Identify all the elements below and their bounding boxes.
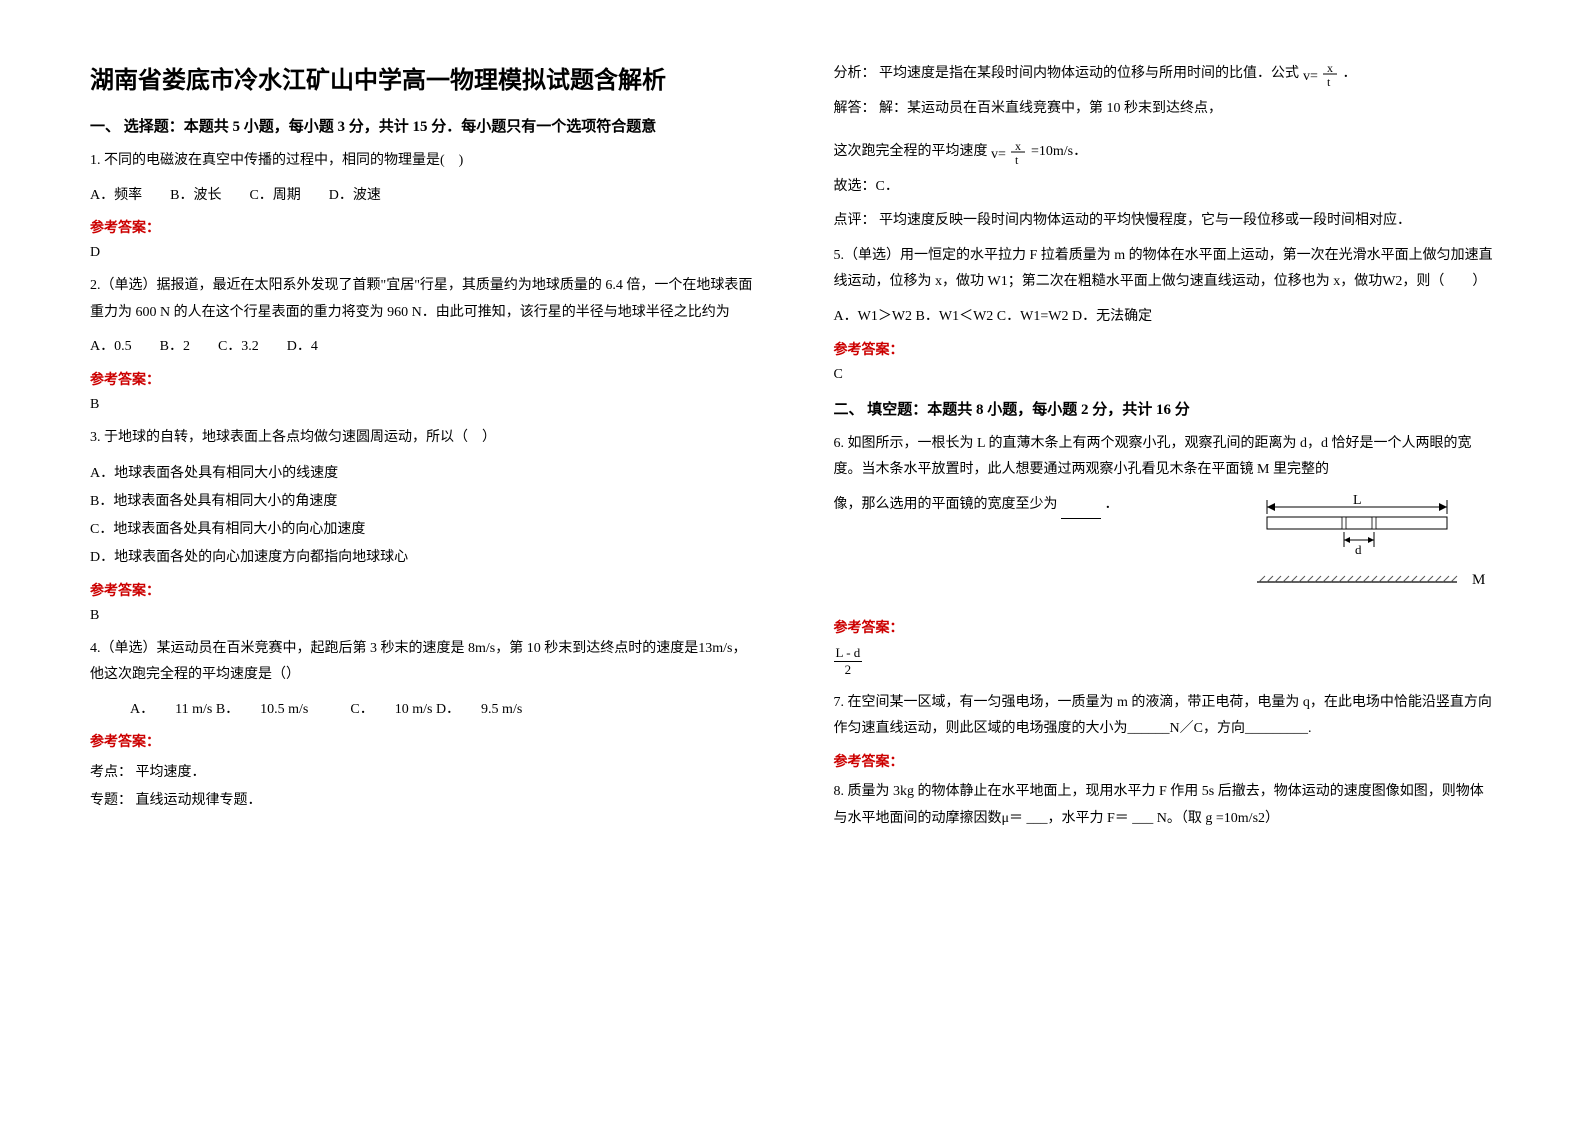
solve-text2: 这次跑完全程的平均速度 — [834, 144, 988, 159]
q5-answer: C — [834, 367, 1498, 383]
q4-options: A． 11 m/s B． 10.5 m/s C． 10 m/s D． 9.5 m… — [90, 697, 754, 724]
q5-text: 5.（单选）用一恒定的水平拉力 F 拉着质量为 m 的物体在水平面上运动，第一次… — [834, 243, 1498, 296]
q3-optD: D．地球表面各处的向心加速度方向都指向地球球心 — [90, 544, 754, 572]
q6-frac-num: L - d — [834, 645, 863, 662]
q2-text: 2.（单选）据报道，最近在太阳系外发现了首颗"宜居"行星，其质量约为地球质量的 … — [90, 273, 754, 326]
solve-text1: 解：某运动员在百米直线竞赛中，第 10 秒末到达终点， — [879, 101, 1222, 116]
solve-text3: =10m/s． — [1031, 144, 1087, 159]
comment-line: 点评： 平均速度反映一段时间内物体运动的平均快慢程度，它与一段位移或一段时间相对… — [834, 208, 1498, 235]
q3-optC: C．地球表面各处具有相同大小的向心加速度 — [90, 516, 754, 544]
analysis-text: 平均速度是指在某段时间内物体运动的位移与所用时间的比值．公式 — [879, 66, 1299, 81]
solve-line2: 这次跑完全程的平均速度 v= x t =10m/s． — [834, 138, 1498, 166]
analysis-label: 分析： — [834, 66, 876, 81]
q4-text: 4.（单选）某运动员在百米竞赛中，起跑后第 3 秒末的速度是 8m/s，第 10… — [90, 636, 754, 689]
q6-answer-label: 参考答案： — [834, 617, 1498, 637]
q3-answer: B — [90, 608, 754, 624]
q4-answer-label: 参考答案： — [90, 731, 754, 751]
q4-exam-point: 考点： 平均速度． — [90, 759, 754, 787]
section2-header: 二、 填空题：本题共 8 小题，每小题 2 分，共计 16 分 — [834, 398, 1498, 419]
q6-answer-frac: L - d 2 — [834, 645, 863, 678]
right-column: 分析： 平均速度是指在某段时间内物体运动的位移与所用时间的比值．公式 v= x … — [794, 60, 1538, 1092]
q6-diagram: L d — [1227, 492, 1497, 597]
formula-v-eq-x-t-2-icon: v= x t — [991, 138, 1031, 166]
mirror-hatch-icon — [1257, 576, 1457, 582]
solve-line1: 解答： 解：某运动员在百米直线竞赛中，第 10 秒末到达终点， — [834, 96, 1498, 123]
svg-text:x: x — [1015, 139, 1021, 153]
q6-blank — [1061, 492, 1101, 520]
q6-text2: 像，那么选用的平面镜的宽度至少为 — [834, 497, 1058, 512]
q5-answer-label: 参考答案： — [834, 339, 1498, 359]
formula-v-eq-x-t-icon: v= x t — [1303, 60, 1343, 88]
solve-label: 解答： — [834, 101, 876, 116]
q7-text: 7. 在空间某一区域，有一匀强电场，一质量为 m 的液滴，带正电荷，电量为 q，… — [834, 690, 1498, 743]
q6-text3: ． — [1105, 497, 1119, 512]
q2-answer-label: 参考答案： — [90, 369, 754, 389]
M-label: M — [1472, 572, 1485, 588]
q6-text: 6. 如图所示，一根长为 L 的直薄木条上有两个观察小孔，观察孔间的距离为 d，… — [834, 431, 1498, 484]
q6-frac-den: 2 — [834, 662, 863, 678]
comment-label: 点评： — [834, 213, 876, 228]
q3-optB: B．地球表面各处具有相同大小的角速度 — [90, 488, 754, 516]
svg-text:x: x — [1327, 61, 1333, 75]
svg-text:v=: v= — [1303, 69, 1318, 84]
q2-options: A．0.5 B．2 C．3.2 D．4 — [90, 334, 754, 361]
svg-text:v=: v= — [991, 147, 1006, 162]
page-title: 湖南省娄底市冷水江矿山中学高一物理模拟试题含解析 — [90, 60, 754, 95]
q3-answer-label: 参考答案： — [90, 580, 754, 600]
q3-optA: A．地球表面各处具有相同大小的线速度 — [90, 460, 754, 488]
q1-answer-label: 参考答案： — [90, 217, 754, 237]
solve-text4: 故选：C． — [834, 174, 1498, 201]
q6-answer: L - d 2 — [834, 645, 1498, 678]
q3-text: 3. 于地球的自转，地球表面上各点均做匀速圆周运动，所以（ ） — [90, 425, 754, 452]
L-label: L — [1353, 493, 1362, 508]
q7-answer-label: 参考答案： — [834, 751, 1498, 771]
svg-text:t: t — [1327, 75, 1331, 88]
q8-text: 8. 质量为 3kg 的物体静止在水平地面上，现用水平力 F 作用 5s 后撤去… — [834, 779, 1498, 832]
comment-text: 平均速度反映一段时间内物体运动的平均快慢程度，它与一段位移或一段时间相对应． — [879, 213, 1411, 228]
q1-answer: D — [90, 245, 754, 261]
section1-header: 一、 选择题：本题共 5 小题，每小题 3 分，共计 15 分．每小题只有一个选… — [90, 115, 754, 136]
q5-options: A．W1＞W2 B．W1＜W2 C．W1=W2 D．无法确定 — [834, 304, 1498, 331]
q1-options: A．频率 B．波长 C．周期 D．波速 — [90, 183, 754, 210]
q1-text: 1. 不同的电磁波在真空中传播的过程中，相同的物理量是( ) — [90, 148, 754, 175]
svg-text:t: t — [1015, 153, 1019, 166]
d-label: d — [1355, 542, 1362, 557]
q2-answer: B — [90, 397, 754, 413]
q4-topic: 专题： 直线运动规律专题． — [90, 787, 754, 815]
left-column: 湖南省娄底市冷水江矿山中学高一物理模拟试题含解析 一、 选择题：本题共 5 小题… — [50, 60, 794, 1092]
analysis-line: 分析： 平均速度是指在某段时间内物体运动的位移与所用时间的比值．公式 v= x … — [834, 60, 1498, 88]
mirror-diagram-icon: L d — [1227, 492, 1497, 592]
